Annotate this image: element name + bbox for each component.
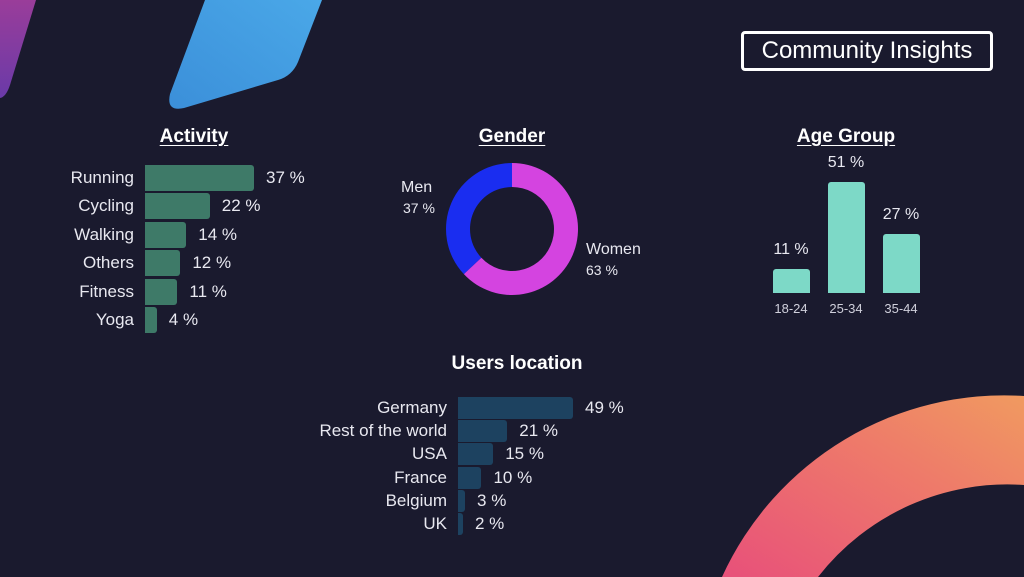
legend-women-label: Women — [586, 241, 641, 258]
location-label-germany: Germany — [377, 398, 447, 417]
age-group-title: Age Group — [796, 126, 896, 147]
activity-bar-fitness — [145, 278, 178, 305]
activity-label-others: Others — [82, 253, 134, 273]
location-bar-belgium — [458, 489, 466, 512]
location-value-usa: 15 % — [505, 444, 544, 464]
location-label-uk: UK — [423, 514, 447, 533]
activity-value-running: 37 % — [266, 168, 305, 187]
age-bar-18-24 — [772, 269, 810, 293]
activity-bar-yoga — [145, 307, 157, 333]
location-value-france: 10 % — [493, 467, 533, 487]
location-bar-uk — [458, 513, 463, 535]
location-value-belgium: 3 % — [477, 490, 507, 510]
location-value-germany: 49 % — [585, 398, 624, 417]
decorative-blue-shape — [169, 0, 322, 109]
age-bar-35-44 — [882, 234, 920, 293]
location-label-usa: USA — [412, 444, 447, 464]
age-value-18-24: 11 % — [773, 241, 809, 259]
donut-slice-men — [446, 163, 512, 275]
age-bar-25-34 — [827, 182, 865, 293]
activity-bar-walking — [145, 221, 187, 248]
age-category-25-34: 25-34 — [829, 301, 863, 316]
location-bar-usa — [458, 443, 494, 466]
page-title: Community Insights — [761, 37, 973, 64]
age-value-25-34: 51 % — [827, 154, 865, 171]
activity-label-walking: Walking — [74, 224, 134, 244]
activity-bar-cycling — [145, 193, 210, 220]
legend-men-value: 37 % — [403, 200, 435, 216]
gender-title: Gender — [478, 126, 546, 147]
decorative-arc-shape — [722, 395, 1024, 577]
activity-bar-running — [145, 165, 254, 191]
activity-label-running: Running — [70, 168, 134, 187]
location-bar-france — [458, 466, 482, 489]
legend-women-value: 63 % — [586, 262, 618, 278]
activity-value-cycling: 22 % — [221, 196, 261, 216]
activity-bar-others — [145, 250, 181, 277]
activity-value-fitness: 11 % — [189, 281, 227, 301]
age-category-18-24: 18-24 — [774, 301, 808, 316]
gender-donut — [446, 163, 578, 295]
activity-value-walking: 14 % — [198, 224, 237, 244]
location-bar-germany — [458, 397, 573, 419]
title-box: Community Insights — [741, 31, 993, 71]
location-value-rest-of-the-world: 21 % — [519, 421, 559, 441]
activity-label-cycling: Cycling — [78, 196, 134, 216]
decorative-purple-shape — [0, 0, 36, 98]
location-label-rest-of-the-world: Rest of the world — [319, 421, 447, 441]
activity-label-yoga: Yoga — [95, 310, 134, 329]
location-value-uk: 2 % — [475, 514, 505, 533]
activity-label-fitness: Fitness — [79, 281, 134, 301]
donut-slice-women — [463, 163, 578, 295]
activity-value-others: 12 % — [192, 253, 232, 273]
age-category-35-44: 35-44 — [884, 301, 918, 316]
location-bar-rest-of-the-world — [458, 420, 508, 443]
location-label-france: France — [394, 467, 447, 487]
activity-title: Activity — [159, 126, 229, 147]
location-label-belgium: Belgium — [385, 490, 447, 510]
activity-value-yoga: 4 % — [168, 310, 199, 329]
location-title: Users location — [451, 353, 583, 374]
age-value-35-44: 27 % — [882, 206, 920, 224]
legend-men-label: Men — [401, 179, 433, 196]
